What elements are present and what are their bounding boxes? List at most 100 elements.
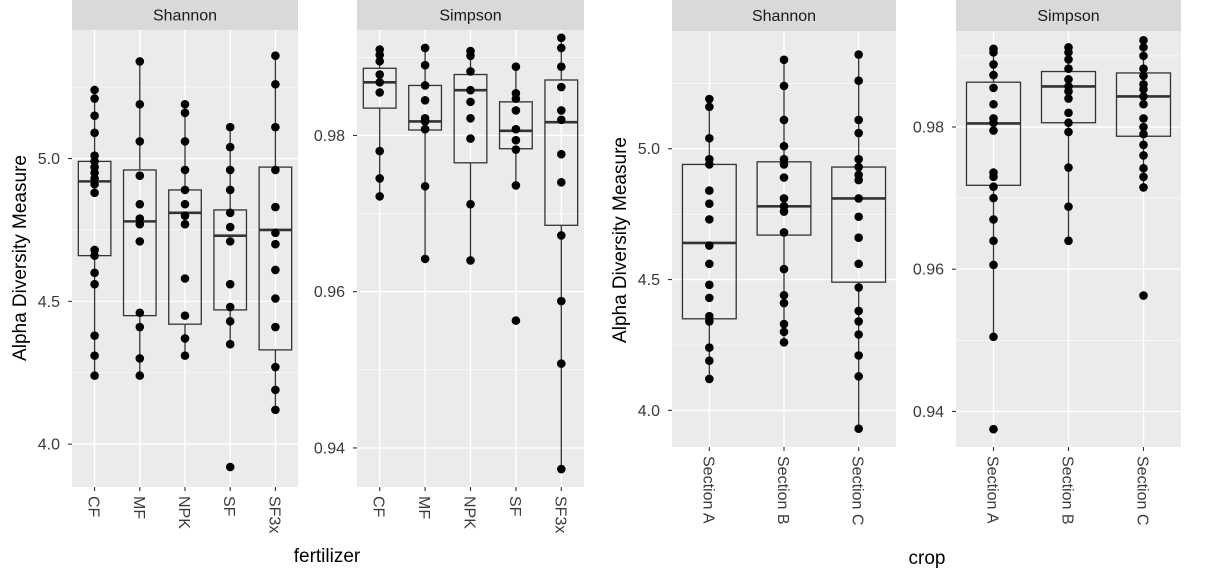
- data-point: [854, 175, 863, 185]
- facet-label-simpson: Simpson: [1037, 8, 1099, 25]
- facet-strip: [672, 0, 896, 31]
- data-point: [225, 222, 235, 232]
- x-tick-label: SF: [220, 496, 237, 517]
- data-point: [1139, 92, 1148, 101]
- data-point: [375, 88, 385, 97]
- y-tick-label: 0.96: [314, 284, 345, 301]
- x-tick-label: SF: [506, 496, 523, 517]
- data-point: [1064, 75, 1073, 84]
- data-point: [779, 115, 789, 125]
- data-point: [989, 172, 998, 182]
- data-point: [466, 51, 475, 61]
- data-point: [1139, 35, 1148, 45]
- data-point: [420, 60, 430, 70]
- facet-label-shannon: Shannon: [752, 8, 816, 25]
- data-point: [180, 137, 190, 146]
- data-point: [225, 208, 235, 218]
- data-point: [705, 102, 714, 112]
- data-point: [271, 165, 280, 175]
- data-point: [271, 294, 280, 303]
- data-point: [779, 319, 789, 329]
- data-point: [271, 202, 280, 212]
- data-point: [135, 171, 145, 180]
- x-tick-label: Section A: [984, 456, 1001, 524]
- y-axis-title: Alpha Diversity Measure: [10, 155, 31, 361]
- data-point: [466, 67, 475, 76]
- data-point: [466, 113, 475, 123]
- data-point: [375, 56, 385, 66]
- data-point: [854, 76, 863, 86]
- data-point: [90, 179, 99, 189]
- data-point: [90, 111, 99, 120]
- data-point: [1139, 140, 1148, 150]
- data-point: [1064, 127, 1073, 137]
- data-point: [557, 149, 566, 159]
- data-point: [854, 194, 863, 203]
- data-point: [135, 199, 145, 209]
- data-point: [135, 99, 145, 109]
- data-point: [511, 94, 521, 104]
- data-point: [779, 228, 789, 237]
- data-point: [1139, 172, 1148, 182]
- data-point: [375, 174, 385, 183]
- data-point: [557, 178, 566, 187]
- data-point: [466, 256, 475, 265]
- data-point: [705, 343, 714, 352]
- data-point: [180, 211, 190, 220]
- data-point: [1139, 99, 1148, 109]
- data-point: [135, 237, 145, 246]
- data-point: [854, 162, 863, 172]
- data-point: [779, 141, 789, 151]
- facet-label-shannon: Shannon: [153, 8, 217, 25]
- data-point: [420, 81, 430, 90]
- x-axis-title-crop: crop: [909, 548, 946, 569]
- data-point: [854, 372, 863, 381]
- data-point: [854, 330, 863, 339]
- data-point: [90, 331, 99, 340]
- data-point: [135, 308, 145, 318]
- data-point: [705, 94, 714, 104]
- data-point: [1064, 202, 1073, 211]
- y-tick-label: 4.0: [38, 437, 60, 454]
- data-point: [779, 327, 789, 337]
- data-point: [225, 302, 235, 312]
- data-point: [135, 354, 145, 363]
- data-point: [511, 106, 521, 115]
- data-point: [180, 274, 190, 283]
- data-point: [1139, 122, 1148, 132]
- data-point: [705, 215, 714, 224]
- data-point: [989, 236, 998, 246]
- data-point: [989, 118, 998, 128]
- data-point: [557, 62, 566, 72]
- data-point: [466, 134, 475, 143]
- data-point: [511, 181, 521, 190]
- data-point: [375, 50, 385, 60]
- data-point: [557, 115, 566, 125]
- data-point: [1139, 64, 1148, 73]
- data-point: [420, 96, 430, 105]
- y-tick-label: 0.94: [913, 404, 944, 421]
- x-tick-label: Section C: [849, 456, 866, 525]
- facet-label-simpson: Simpson: [439, 8, 501, 25]
- data-point: [779, 290, 789, 300]
- data-point: [180, 311, 190, 320]
- data-point: [779, 194, 789, 203]
- data-point: [989, 424, 998, 434]
- data-point: [375, 70, 385, 79]
- data-point: [466, 85, 475, 95]
- data-point: [1064, 108, 1073, 118]
- y-tick-label: 0.94: [314, 440, 345, 457]
- data-point: [420, 124, 430, 134]
- data-point: [466, 97, 475, 107]
- data-point: [90, 268, 99, 278]
- y-tick-label: 4.0: [638, 403, 660, 420]
- data-point: [557, 296, 566, 306]
- data-point: [90, 128, 99, 138]
- data-point: [1139, 114, 1148, 123]
- y-tick-label: 0.98: [314, 128, 345, 145]
- data-point: [511, 62, 521, 72]
- data-point: [779, 298, 789, 308]
- data-point: [375, 78, 385, 87]
- data-point: [854, 306, 863, 316]
